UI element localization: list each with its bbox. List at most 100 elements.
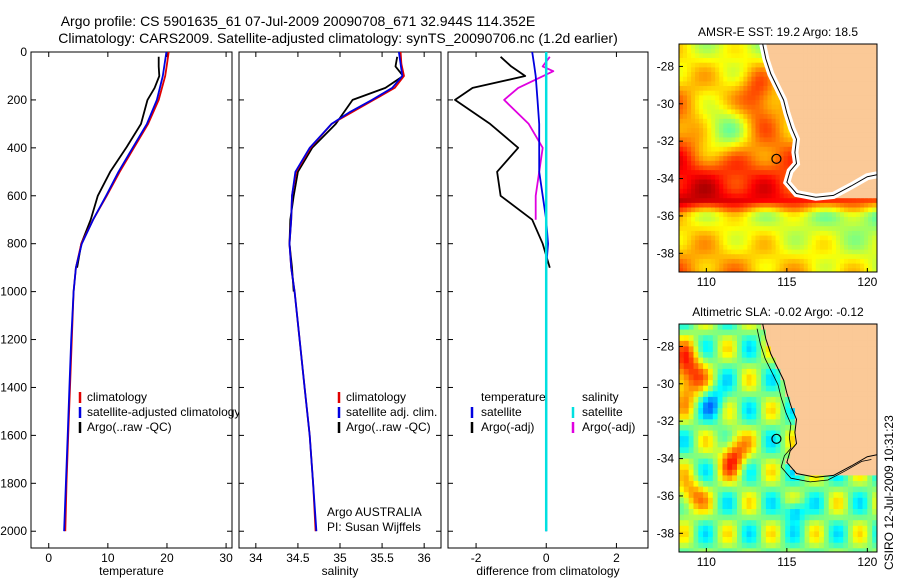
map-cell xyxy=(703,374,709,381)
map-cell xyxy=(687,72,692,78)
map-cell xyxy=(872,503,877,510)
map-cell xyxy=(791,235,797,241)
map-cell xyxy=(794,424,801,432)
map-cell xyxy=(703,402,709,409)
map-cell xyxy=(804,413,810,420)
map-cell xyxy=(799,402,806,409)
map-cell xyxy=(833,402,839,409)
map-cell xyxy=(711,151,716,157)
map-cell xyxy=(715,67,720,73)
map-cell xyxy=(761,475,767,482)
map-cell xyxy=(840,160,845,167)
map-cell xyxy=(831,235,837,241)
map-cell xyxy=(746,441,752,448)
x-tick-label: 120 xyxy=(857,555,877,569)
map-cell xyxy=(699,207,704,213)
map-cell xyxy=(756,492,762,499)
map-cell xyxy=(722,368,728,376)
map-cell xyxy=(783,151,789,157)
map-cell xyxy=(765,525,772,532)
map-cell xyxy=(807,142,813,148)
map-cell xyxy=(751,464,757,471)
map-cell xyxy=(803,62,809,68)
map-cell xyxy=(715,212,720,218)
map-cell xyxy=(787,193,793,199)
map-cell xyxy=(687,240,692,246)
map-cell xyxy=(819,396,825,404)
map-cell xyxy=(699,230,704,237)
map-cell xyxy=(827,188,833,195)
map-cell xyxy=(747,109,752,115)
map-cell xyxy=(867,503,873,510)
map-cell xyxy=(799,86,805,92)
map-cell xyxy=(719,67,724,73)
map-cell xyxy=(735,44,740,50)
map-cell xyxy=(691,100,696,106)
map-cell xyxy=(695,174,700,181)
map-cell xyxy=(831,207,837,213)
map-cell xyxy=(732,453,738,460)
map-cell xyxy=(688,520,695,527)
map-cell xyxy=(723,263,728,269)
map-cell xyxy=(679,424,685,432)
map-cell xyxy=(831,118,837,125)
map-cell xyxy=(759,254,765,260)
map-cell xyxy=(735,198,740,204)
map-cell xyxy=(862,424,868,432)
map-cell xyxy=(691,184,696,190)
map-cell xyxy=(693,453,699,460)
map-cell xyxy=(848,520,854,527)
map-cell xyxy=(840,165,845,171)
map-cell xyxy=(857,385,864,392)
map-cell xyxy=(679,548,685,552)
map-cell xyxy=(819,368,825,376)
map-cell xyxy=(807,62,813,68)
map-cell xyxy=(719,254,724,260)
map-cell xyxy=(848,352,854,359)
map-cell xyxy=(815,53,821,59)
map-cell xyxy=(703,44,708,50)
map-cell xyxy=(809,346,815,353)
map-cell xyxy=(743,104,748,110)
map-cell xyxy=(747,44,752,50)
map-cell xyxy=(703,240,708,246)
map-cell xyxy=(727,198,732,204)
map-cell xyxy=(756,475,762,482)
map-cell xyxy=(844,81,849,87)
map-cell xyxy=(763,114,769,120)
map-cell xyxy=(848,441,854,448)
map-cell xyxy=(775,368,781,376)
map-cell xyxy=(703,542,709,549)
map-cell xyxy=(868,235,873,241)
map-cell xyxy=(741,357,748,364)
map-cell xyxy=(715,151,720,157)
map-cell xyxy=(741,436,748,443)
map-cell xyxy=(838,458,844,465)
map-cell xyxy=(759,58,765,64)
map-cell xyxy=(727,374,733,381)
map-cell xyxy=(827,76,833,82)
map-cell xyxy=(683,67,688,73)
map-cell xyxy=(860,156,865,162)
map-cell xyxy=(844,142,849,148)
map-cell xyxy=(823,391,830,398)
map-cell xyxy=(828,340,835,347)
map-cell xyxy=(732,436,738,443)
map-cell xyxy=(763,156,769,162)
map-cell xyxy=(799,419,806,426)
map-cell xyxy=(779,109,785,115)
map-cell xyxy=(683,324,690,331)
map-cell xyxy=(780,340,786,347)
map-cell xyxy=(831,81,837,87)
map-cell xyxy=(779,216,785,223)
map-cell xyxy=(852,402,859,409)
map-cell xyxy=(848,179,853,185)
map-cell xyxy=(828,531,835,538)
map-cell xyxy=(803,268,809,272)
map-cell xyxy=(698,509,704,516)
map-cell xyxy=(765,436,772,443)
map-cell xyxy=(819,179,825,185)
map-cell xyxy=(814,520,820,527)
map-cell xyxy=(703,212,708,218)
map-cell xyxy=(717,402,723,409)
